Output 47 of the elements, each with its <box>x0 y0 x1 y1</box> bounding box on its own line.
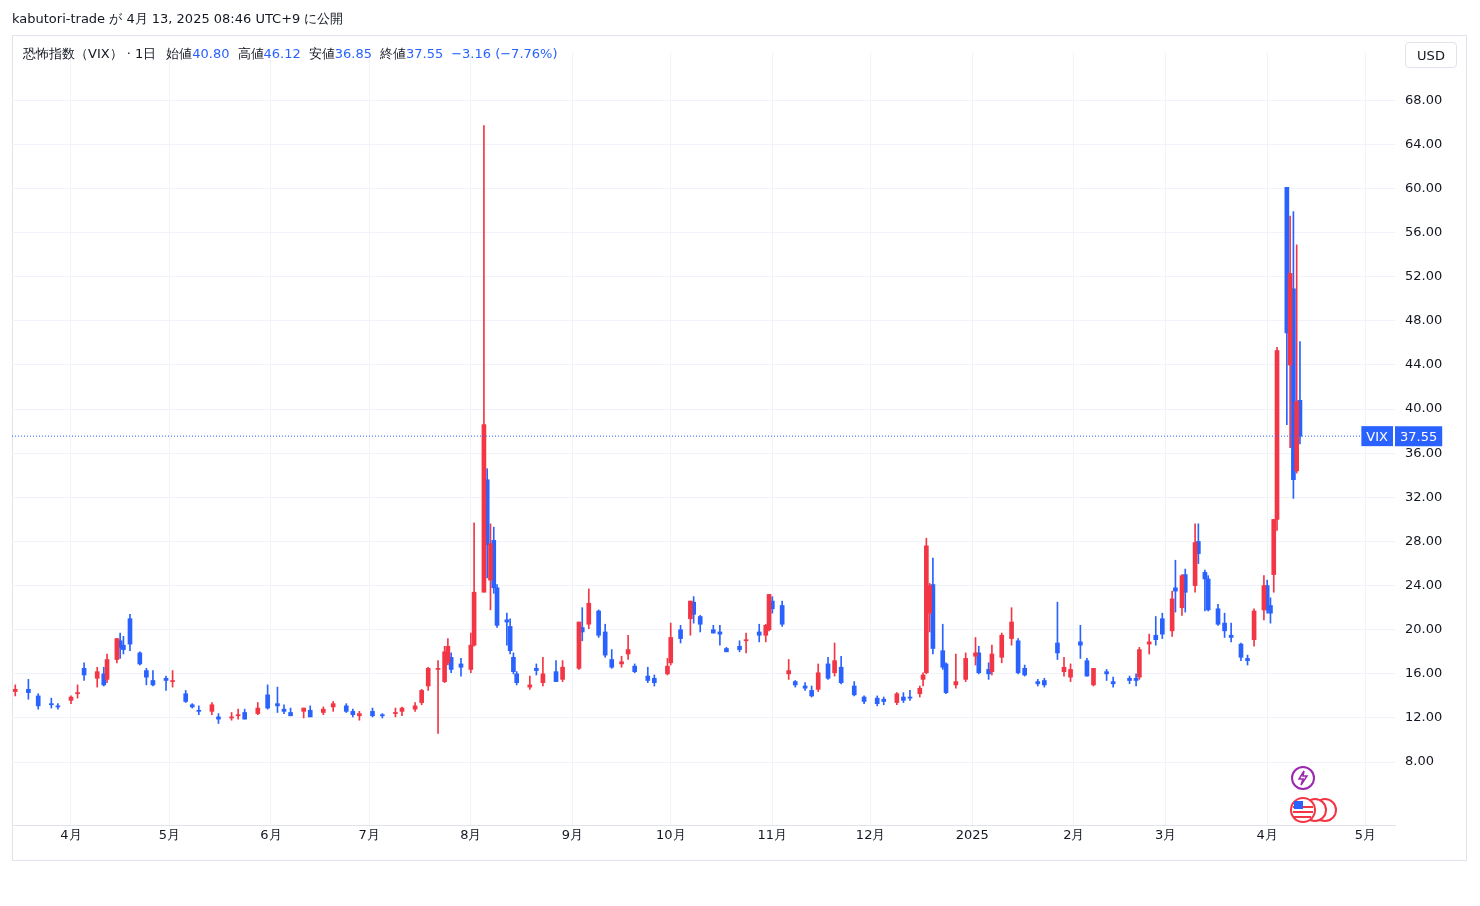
candlestick <box>1228 622 1234 643</box>
annotation: 安値36.85 <box>308 46 372 61</box>
candlestick <box>743 632 749 654</box>
annotation: 高値46.12 <box>237 46 301 61</box>
x-tick-label: 5月 <box>1354 827 1377 843</box>
annotation: 始値40.80 <box>166 46 230 61</box>
candlestick <box>756 623 762 643</box>
y-tick-label: 40.00 <box>1405 400 1443 416</box>
x-tick-label: 9月 <box>561 827 584 843</box>
y-tick-label: 44.00 <box>1405 356 1443 372</box>
x-tick-label: 8月 <box>460 827 482 843</box>
annotation: −3.16 (−7.76%) <box>451 46 558 61</box>
x-tick-label: 10月 <box>655 827 686 843</box>
x-tick-label: 3月 <box>1154 827 1177 843</box>
y-tick-label: 8.00 <box>1405 753 1434 769</box>
x-tick-label: 5月 <box>158 827 180 843</box>
y-tick-label: 60.00 <box>1405 179 1443 195</box>
text: kabutori-trade が 4月 13, 2025 08:46 UTC+9 に公開 <box>12 10 344 28</box>
x-tick-label: 6月 <box>260 827 282 843</box>
y-tick-label: 48.00 <box>1405 312 1443 328</box>
y-tick-label: 36.00 <box>1405 444 1443 460</box>
candlestick <box>435 660 441 734</box>
ref-line-label: VIX <box>1366 428 1389 444</box>
y-tick-label: 12.00 <box>1405 709 1443 725</box>
x-tick-label: 4月 <box>1256 827 1278 843</box>
y-tick-label: 68.00 <box>1405 91 1443 107</box>
y-tick-label: 52.00 <box>1405 268 1443 284</box>
y-tick-label: 16.00 <box>1405 665 1443 681</box>
candlestick <box>163 675 169 691</box>
y-tick-label: 56.00 <box>1405 223 1443 239</box>
candlestick <box>1153 616 1159 646</box>
y-tick-label: 64.00 <box>1405 135 1443 151</box>
x-tick-label: 2月 <box>1063 827 1085 843</box>
annotation: 終値37.55 <box>379 46 444 61</box>
y-tick-label: 28.00 <box>1405 532 1443 548</box>
y-axis-title: USD <box>1405 42 1457 68</box>
x-tick-label: 4月 <box>60 827 82 843</box>
text: 37.55 <box>1400 428 1438 444</box>
x-tick-label: 12月 <box>855 827 886 843</box>
chart-title: 恐怖指数（VIX） · 1日 <box>23 46 157 61</box>
x-tick-label: 2025 <box>955 827 989 843</box>
x-tick-label: 11月 <box>757 827 788 843</box>
candlestick <box>786 659 792 680</box>
y-tick-label: 24.00 <box>1405 576 1443 592</box>
y-tick-label: 20.00 <box>1405 621 1443 637</box>
y-tick-label: 32.00 <box>1405 488 1443 504</box>
x-tick-label: 7月 <box>358 827 380 843</box>
